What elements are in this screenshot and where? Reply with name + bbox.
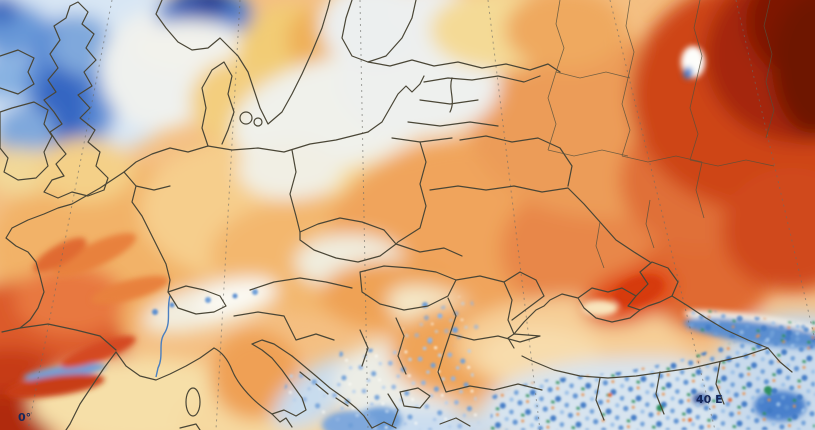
meridian-label-40e: 40 E [696, 393, 723, 406]
border-layer [0, 0, 793, 430]
graticule-labels: 0° 40 E [18, 393, 723, 424]
meridian-50e [735, 0, 815, 341]
river-layer [155, 295, 171, 378]
river-rhone [155, 295, 171, 378]
graticule-layer [27, 0, 815, 430]
meridian-30e [487, 0, 541, 430]
meridian-label-0e: 0° [18, 411, 31, 424]
meridian-40e [609, 0, 716, 430]
oblast-border-layer [547, 0, 775, 269]
meridian-0e [27, 0, 113, 430]
